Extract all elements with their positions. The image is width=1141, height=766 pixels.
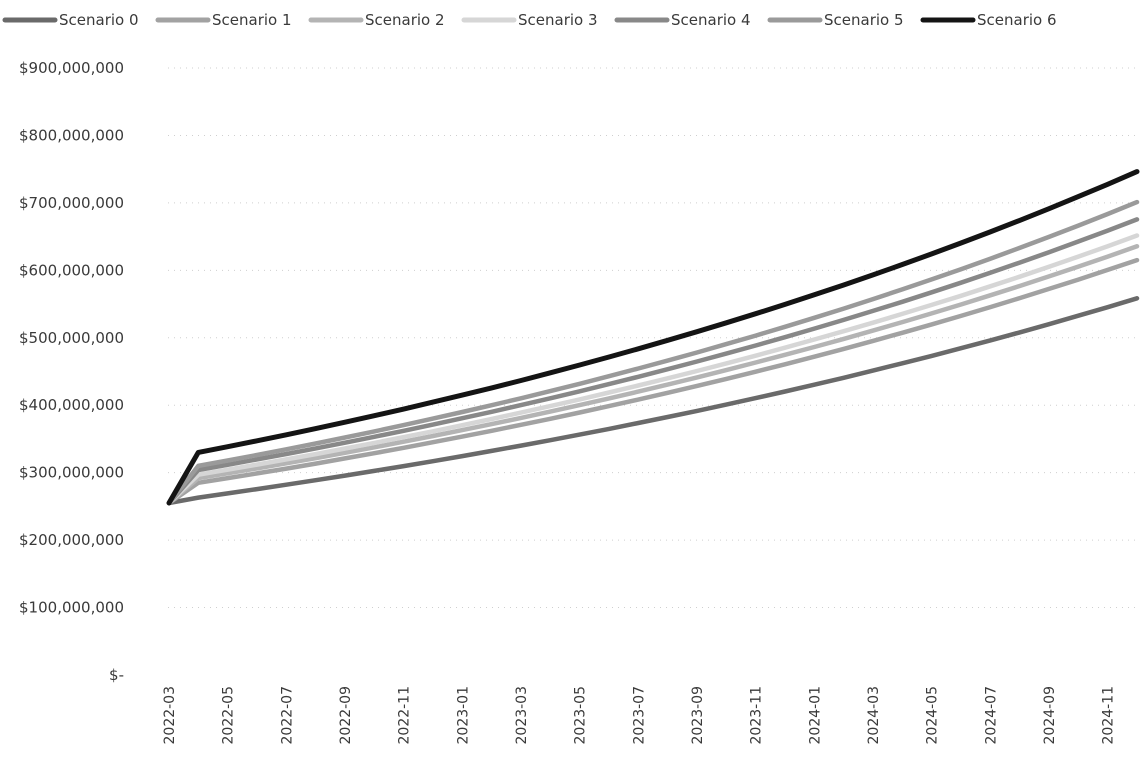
legend-item-scenario-4: Scenario 4	[614, 11, 751, 29]
y-tick-label: $200,000,000	[19, 531, 124, 549]
legend-label: Scenario 0	[59, 11, 139, 29]
x-tick-label: 2023-03	[514, 686, 530, 745]
series-lines	[166, 169, 1140, 506]
series-line-scenario-4	[166, 217, 1140, 506]
y-tick-label: $300,000,000	[19, 464, 124, 482]
x-tick-label: 2024-09	[1042, 686, 1058, 745]
x-tick-label: 2023-01	[455, 686, 471, 745]
y-tick-label: $400,000,000	[19, 396, 124, 414]
legend-label: Scenario 5	[824, 11, 904, 29]
series-line-scenario-1	[166, 257, 1140, 506]
x-tick-label: 2024-05	[925, 686, 941, 745]
x-tick-label: 2023-07	[631, 686, 647, 745]
legend-item-scenario-2: Scenario 2	[308, 11, 445, 29]
legend-item-scenario-6: Scenario 6	[920, 11, 1057, 29]
x-tick-label: 2024-07	[983, 686, 999, 745]
series-line-scenario-6	[166, 169, 1140, 506]
x-tick-label: 2024-03	[866, 686, 882, 745]
legend-item-scenario-1: Scenario 1	[155, 11, 292, 29]
legend: Scenario 0 Scenario 1 Scenario 2 Scenario 3…	[2, 11, 1057, 29]
x-tick-label: 2023-09	[690, 686, 706, 745]
series-line-scenario-0	[166, 296, 1140, 506]
y-tick-label: $900,000,000	[19, 59, 124, 77]
series-line-scenario-2	[166, 244, 1140, 506]
x-tick-label: 2024-01	[807, 686, 823, 745]
legend-label: Scenario 2	[365, 11, 445, 29]
y-tick-label: $100,000,000	[19, 599, 124, 617]
x-tick-label: 2022-07	[279, 686, 295, 745]
legend-label: Scenario 1	[212, 11, 292, 29]
y-axis: $- $100,000,000 $200,000,000 $300,000,000 $4…	[19, 59, 124, 684]
x-axis: 2022-03 2022-05 2022-07 2022-09 2022-11 2023-…	[162, 686, 1117, 745]
y-tick-label: $800,000,000	[19, 126, 124, 144]
x-tick-label: 2024-11	[1101, 686, 1117, 745]
legend-item-scenario-5: Scenario 5	[767, 11, 904, 29]
legend-label: Scenario 4	[671, 11, 751, 29]
y-tick-label: $500,000,000	[19, 329, 124, 347]
series-line-scenario-5	[166, 199, 1140, 506]
y-tick-label: $-	[109, 666, 124, 684]
x-tick-label: 2023-11	[749, 686, 765, 745]
x-tick-label: 2022-05	[221, 686, 237, 745]
legend-item-scenario-3: Scenario 3	[461, 11, 598, 29]
legend-item-scenario-0: Scenario 0	[2, 11, 139, 29]
y-tick-label: $700,000,000	[19, 194, 124, 212]
legend-label: Scenario 3	[518, 11, 598, 29]
x-tick-label: 2022-11	[397, 686, 413, 745]
x-tick-label: 2022-03	[162, 686, 178, 745]
series-line-scenario-3	[166, 233, 1140, 506]
x-tick-label: 2022-09	[338, 686, 354, 745]
y-tick-label: $600,000,000	[19, 261, 124, 279]
x-tick-label: 2023-05	[573, 686, 589, 745]
legend-label: Scenario 6	[977, 11, 1057, 29]
